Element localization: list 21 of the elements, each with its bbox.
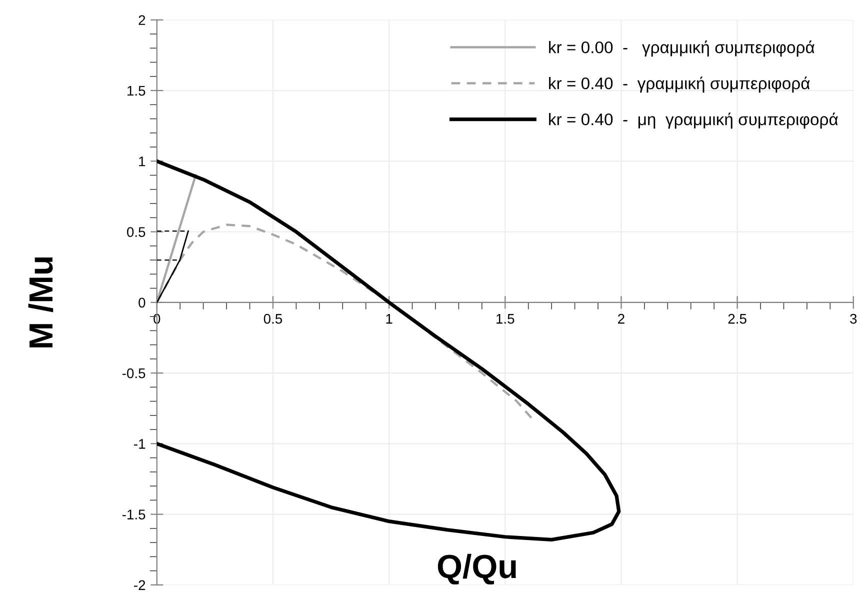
- y-tick-label: -1: [134, 439, 146, 449]
- y-axis-title: M /Mu: [28, 257, 54, 348]
- text: kr = 0.40 - γραμμική συμπεριφορά: [549, 76, 810, 93]
- x-tick-label: 0: [154, 314, 160, 324]
- x-tick-label: 1.5: [496, 314, 514, 324]
- y-tick-label: 0: [138, 298, 146, 308]
- x-tick-label: 0.5: [264, 314, 282, 324]
- text: kr = 0.40 - μη γραμμική συμπεριφορά: [549, 112, 838, 129]
- x-tick-label: 1: [386, 314, 392, 324]
- y-tick-label: 0.5: [127, 227, 146, 237]
- y-tick-label: -0.5: [122, 368, 146, 378]
- x-tick-label: 2.5: [728, 314, 746, 324]
- y-tick-label: -1.5: [122, 510, 146, 520]
- x-tick-label: 2: [618, 314, 624, 324]
- y-tick-label: 1: [139, 156, 146, 166]
- y-tick-label: 1.5: [128, 86, 146, 96]
- y-tick-label: -2: [134, 580, 146, 590]
- text: kr = 0.00 - γραμμική συμπεριφορά: [549, 40, 814, 57]
- y-tick-label: 2: [138, 15, 146, 25]
- x-tick-label: 3: [850, 314, 857, 324]
- x-axis-title: Q/Qu: [438, 554, 516, 585]
